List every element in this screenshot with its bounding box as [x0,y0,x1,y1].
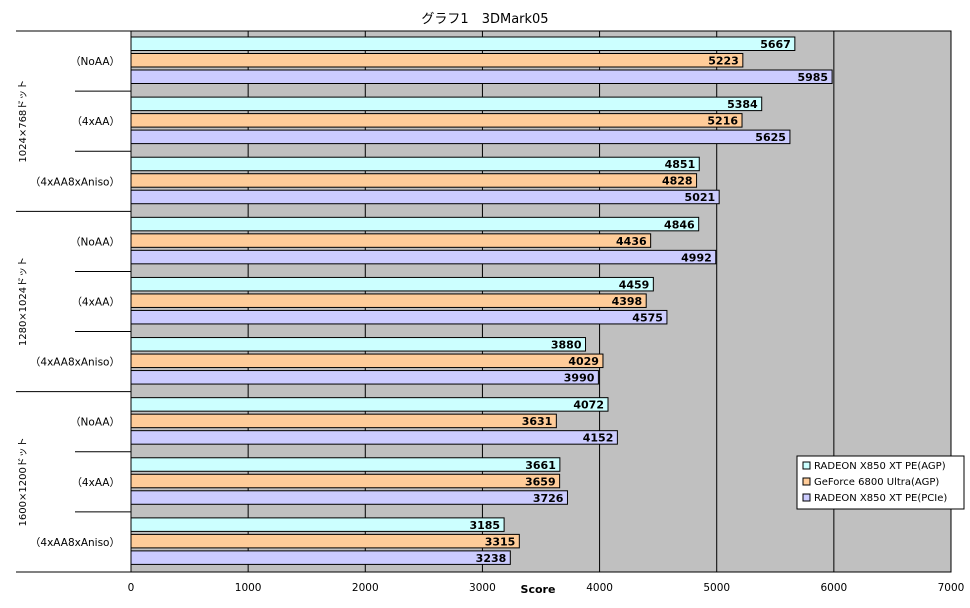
x-tick-label: 4000 [586,582,613,594]
bar [130,533,520,549]
bar [130,69,833,84]
bar [130,309,668,325]
category-label: （NoAA） [70,56,120,68]
bar [130,397,609,412]
data-label: 4152 [583,432,614,445]
category-label: （4xAA） [71,116,120,128]
data-label: 4851 [665,158,696,171]
legend-box [796,455,965,510]
data-label: 3990 [564,372,595,385]
bar [130,129,791,145]
x-tick-label: 5000 [703,582,730,594]
x-tick-label: 0 [128,582,135,594]
category-label: （4xAA） [71,297,120,309]
x-tick-label: 6000 [820,582,847,594]
category-label: （4xAA8xAniso） [30,357,120,369]
plot-border [130,30,952,573]
category-label: （4xAA） [71,477,120,489]
legend-label: RADEON X850 XT PE(PCIe) [814,493,947,504]
data-label: 3726 [533,492,564,505]
legend-swatch [802,461,811,470]
data-label: 5216 [707,115,738,128]
bar [130,53,744,68]
bar [130,189,720,205]
bar [130,490,568,505]
bar [130,550,511,565]
data-label: 4459 [619,278,650,291]
data-label: 3661 [525,459,556,472]
group-label: 1280×1024ドット [18,257,29,346]
data-label: 5985 [797,71,828,84]
bar [130,156,700,172]
bar [130,249,717,265]
data-label: 4575 [632,311,663,324]
group-label: 1024×768ドット [18,80,29,163]
data-label: 3631 [522,415,553,428]
category-label: （NoAA） [70,236,120,248]
data-label: 5021 [685,191,716,204]
data-label: 4846 [664,218,695,231]
data-label: 4436 [616,235,647,248]
bar [130,353,604,369]
data-label: 4828 [662,175,693,188]
category-label: （4xAA8xAniso） [30,537,120,549]
bar [130,36,796,51]
x-tick-label: 2000 [352,582,379,594]
bar [130,413,557,429]
x-axis-label: Score [521,583,556,596]
bar [130,430,618,445]
data-label: 5625 [755,131,786,144]
data-label: 3185 [469,519,500,532]
legend-label: RADEON X850 XT PE(AGP) [814,461,946,472]
data-label: 4072 [573,399,604,412]
legend-swatch [802,493,811,502]
bar [130,517,505,532]
bar [130,173,698,188]
data-label: 3659 [525,475,556,488]
bar [130,96,763,112]
bar [130,457,561,472]
x-tick-label: 3000 [469,582,496,594]
chart-title: グラフ1 3DMark05 [421,12,549,27]
bar [130,293,647,308]
bar [130,233,652,248]
bar [130,276,654,292]
x-tick-label: 7000 [938,582,965,594]
data-label: 5223 [708,55,739,68]
bar [130,370,599,385]
data-label: 3880 [551,339,582,352]
x-tick-label: 1000 [235,582,262,594]
category-label: （4xAA8xAniso） [30,176,120,188]
data-label: 4398 [612,295,643,308]
data-label: 5384 [727,98,758,111]
data-label: 3238 [476,552,507,565]
group-label: 1600×1200ドット [18,437,29,526]
bar [130,113,743,128]
data-label: 4029 [568,355,599,368]
data-label: 3315 [485,535,516,548]
bar [130,337,587,352]
legend-swatch [802,477,811,486]
legend-label: GeForce 6800 Ultra(AGP) [814,477,939,488]
category-label: （NoAA） [70,417,120,429]
bar [130,473,561,489]
bar [130,216,700,232]
data-label: 4992 [681,251,712,264]
data-label: 5667 [760,38,791,51]
